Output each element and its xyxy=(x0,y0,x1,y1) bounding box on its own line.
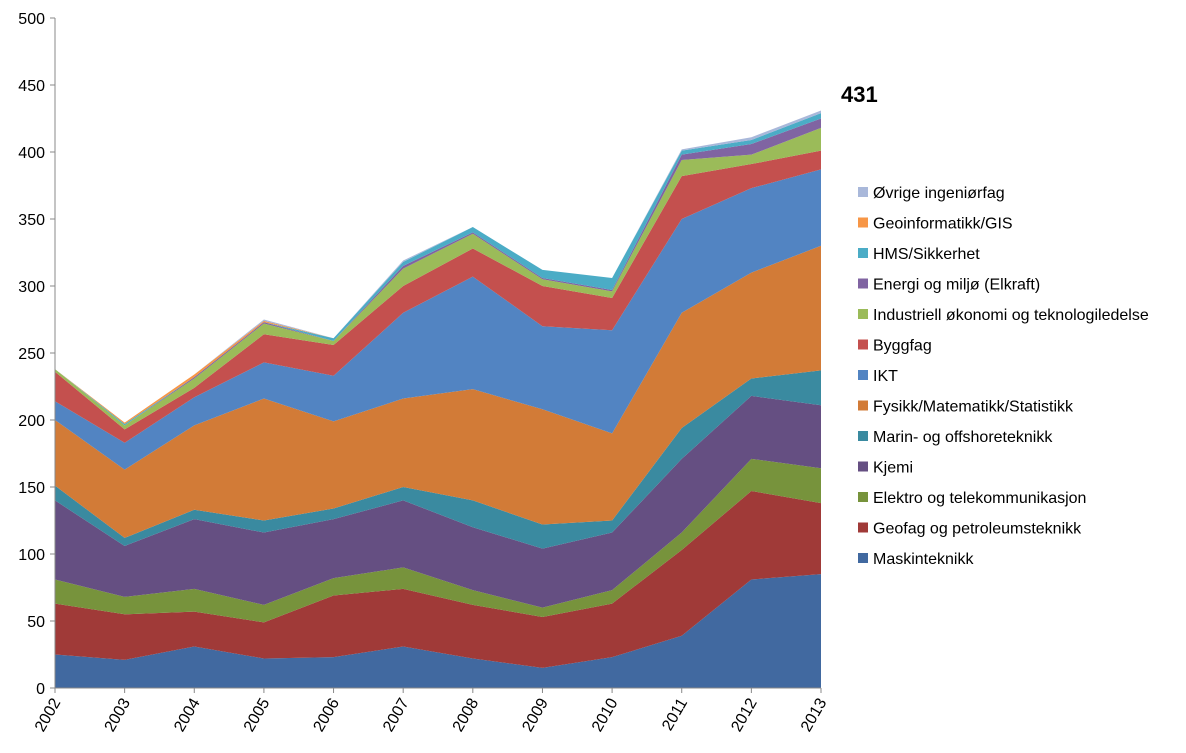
legend-swatch xyxy=(858,461,868,472)
y-tick-label: 500 xyxy=(18,11,45,28)
area xyxy=(55,458,821,623)
area xyxy=(55,127,821,430)
x-tick-label: 2008 xyxy=(450,695,483,734)
y-tick-label: 200 xyxy=(18,413,45,430)
legend-label: Geofag og petroleumsteknikk xyxy=(873,521,1082,538)
y-tick-label: 250 xyxy=(18,346,45,363)
legend-label: IKT xyxy=(873,368,898,385)
area xyxy=(55,574,821,688)
legend-swatch xyxy=(858,248,868,258)
legend-swatch xyxy=(858,339,868,350)
legend-label: Maskinteknikk xyxy=(873,551,974,568)
area xyxy=(55,370,821,549)
legend-label: Øvrige ingeniørfag xyxy=(873,185,1005,202)
y-tick-label: 100 xyxy=(18,547,45,564)
legend-swatch xyxy=(858,217,868,228)
x-tick-label: 2003 xyxy=(102,695,135,734)
legend-swatch xyxy=(858,492,868,502)
y-tick-label: 350 xyxy=(18,212,45,229)
x-tick-label: 2010 xyxy=(589,695,622,734)
legend-swatch xyxy=(858,187,868,197)
legend: Øvrige ingeniørfag Geoinformatikk/GIS HMS/… xyxy=(858,185,1149,568)
x-tick-label: 2004 xyxy=(171,695,204,734)
area xyxy=(55,491,821,668)
area xyxy=(55,245,821,538)
area xyxy=(55,169,821,470)
y-tick-label: 400 xyxy=(18,145,45,162)
legend-swatch xyxy=(858,431,868,441)
legend-swatch xyxy=(858,370,868,380)
y-tick-label: 450 xyxy=(18,78,45,95)
legend-label: HMS/Sikkerhet xyxy=(873,246,980,263)
x-tick-label: 2007 xyxy=(380,695,413,734)
y-tick-label: 150 xyxy=(18,480,45,497)
legend-label: Kjemi xyxy=(873,460,913,477)
x-tick-label: 2013 xyxy=(798,695,831,734)
x-tick-label: 2002 xyxy=(32,695,65,734)
area xyxy=(55,113,821,426)
legend-swatch xyxy=(858,309,868,319)
area xyxy=(55,150,821,443)
legend-swatch xyxy=(858,278,868,289)
x-tick-label: 2009 xyxy=(519,695,552,734)
legend-label: Energi og miljø (Elkraft) xyxy=(873,277,1040,294)
y-tick-label: 50 xyxy=(27,614,45,631)
legend-label: Elektro og telekommunikasjon xyxy=(873,490,1086,507)
legend-label: Fysikk/Matematikk/Statistikk xyxy=(873,399,1074,416)
x-tick-label: 2011 xyxy=(659,695,691,733)
legend-swatch xyxy=(858,553,868,563)
legend-label: Industriell økonomi og teknologiledelse xyxy=(873,307,1149,324)
y-tick-label: 300 xyxy=(18,279,45,296)
x-tick-label: 2005 xyxy=(241,695,274,734)
annotation: 431 xyxy=(841,82,878,107)
legend-swatch xyxy=(858,400,868,411)
legend-swatch xyxy=(858,522,868,533)
x-tick-label: 2012 xyxy=(728,695,761,734)
x-tick-label: 2006 xyxy=(310,695,343,734)
y-tick-label: 0 xyxy=(36,681,45,698)
legend-label: Marin- og offshoreteknikk xyxy=(873,429,1053,446)
legend-label: Geoinformatikk/GIS xyxy=(873,216,1013,233)
area xyxy=(55,118,821,426)
area xyxy=(55,395,821,608)
legend-label: Byggfag xyxy=(873,338,932,355)
